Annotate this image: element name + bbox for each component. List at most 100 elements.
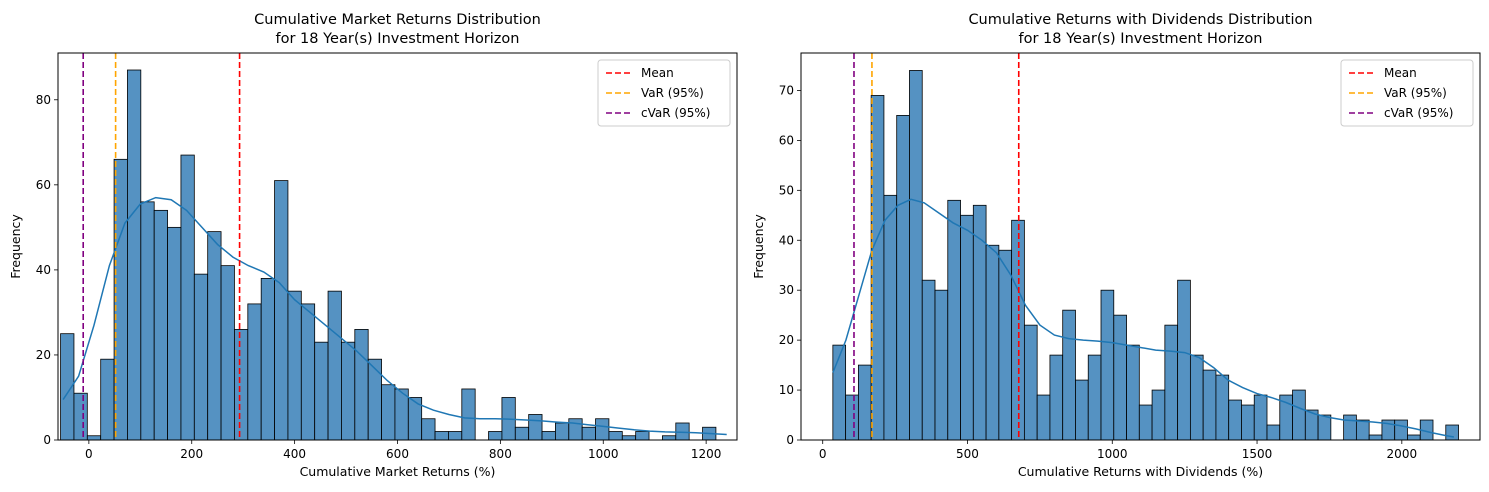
histogram-bar [662,435,677,440]
histogram-bar [1253,394,1268,440]
histogram-bar [998,249,1013,440]
histogram-bar [1343,414,1357,440]
x-tick-label: 2000 [1387,447,1418,461]
histogram-bar [1164,324,1179,440]
histogram-bar [870,95,885,440]
y-tick-label: 60 [779,133,794,147]
histogram-bar [608,431,623,440]
histogram-bar [1023,324,1038,440]
legend-label: Mean [1384,66,1417,80]
histogram-bar [621,435,637,440]
y-tick-label: 50 [779,183,794,197]
histogram-bar [985,244,1000,440]
histogram-bar [234,329,249,440]
histogram-bar [367,358,382,440]
histogram-bar [555,422,570,440]
y-tick-label: 10 [779,383,794,397]
legend-label: VaR (95%) [1384,86,1447,100]
histogram-bar [488,431,503,440]
histogram-bar [581,426,596,440]
histogram-bar [327,290,342,440]
y-tick-label: 30 [779,283,794,297]
histogram-bar [421,418,436,440]
histogram-bar [857,364,872,440]
x-tick-label: 1000 [1097,447,1128,461]
histogram-bar [1241,404,1255,440]
histogram-bar [972,204,987,440]
histogram-bar [1355,419,1370,440]
histogram-bar [1177,279,1191,440]
histogram-bar [1317,414,1332,440]
histogram-bar [260,277,275,440]
histogram-bar [140,201,155,440]
histogram-bar [207,231,222,440]
x-tick-label: 0 [819,447,827,461]
histogram-bar [1228,399,1242,440]
y-tick-label: 20 [36,348,51,362]
histogram-bar [274,180,289,440]
chart-panel-2: 0 500 1000 1500 2000 0 10 20 30 40 50 60 70 Cumulativ… [751,12,1481,479]
x-tick-label: 1500 [1242,447,1273,461]
histogram-bar [1138,404,1153,440]
histogram-bar [434,431,449,440]
histogram-bar [1394,419,1408,440]
histogram-bar [909,70,923,440]
histogram-bar [314,341,329,440]
legend-label: VaR (95%) [641,86,704,100]
histogram-bar [896,115,910,440]
histogram-bar [1126,344,1140,440]
histogram-bar [1407,434,1421,440]
histogram-bar [461,388,476,440]
y-tick-label: 40 [36,263,51,277]
legend: Mean VaR (95%) cVaR (95%) [1340,59,1474,127]
y-axis-label: Frequency [8,214,23,279]
histogram-bar [1202,369,1217,440]
histogram-bar [354,329,369,440]
histogram-bar [528,414,543,440]
histogram-bar [167,226,182,440]
histogram-bar [180,154,195,440]
x-tick-label: 0 [85,447,93,461]
histogram-bar [1368,434,1383,440]
histogram-bar [86,435,102,440]
histogram-bar [1189,354,1204,440]
histogram-bar [220,265,235,440]
histogram-bar [1215,374,1230,440]
histogram-bar [127,69,142,440]
legend-label: Mean [641,66,674,80]
histogram-bar [595,418,610,440]
histogram-bar [73,392,88,440]
x-tick-label: 600 [386,447,409,461]
histogram-bar [1266,424,1281,440]
histogram-bar [381,384,396,440]
histogram-bar [153,209,168,440]
histogram-bar [568,418,583,440]
histogram-bar [1292,389,1306,440]
x-tick-label: 200 [180,447,203,461]
x-axis-label: Cumulative Returns with Dividends (%) [1018,464,1263,479]
histogram-bar [1036,394,1051,440]
x-tick-label: 400 [283,447,306,461]
histogram-bar [247,303,262,440]
axes-frame [800,52,1481,441]
histogram-bar [448,431,463,440]
kde-curve [62,196,727,436]
x-axis-label: Cumulative Market Returns (%) [300,464,496,479]
histogram-bar [934,289,949,440]
x-tick-label: 1000 [588,447,619,461]
histogram-bar [341,341,356,440]
x-tick-label: 1200 [691,447,722,461]
y-tick-label: 20 [779,333,794,347]
y-axis-label: Frequency [751,214,766,279]
histogram-bar [1113,314,1127,440]
histogram-bar [1087,354,1102,440]
chart-title-line-1: Cumulative Market Returns Distribution [254,12,541,28]
y-tick-label: 40 [779,233,794,247]
histogram-bar [100,358,115,440]
histogram-bar [287,290,302,440]
histogram-bar [1445,424,1459,440]
legend: Mean VaR (95%) cVaR (95%) [597,59,731,127]
chart-panel-1: 0 200 400 600 800 1000 1200 0 20 40 60 80 Cumulative… [8,12,738,479]
histogram-bar [960,214,974,440]
histogram-bar [635,431,650,440]
